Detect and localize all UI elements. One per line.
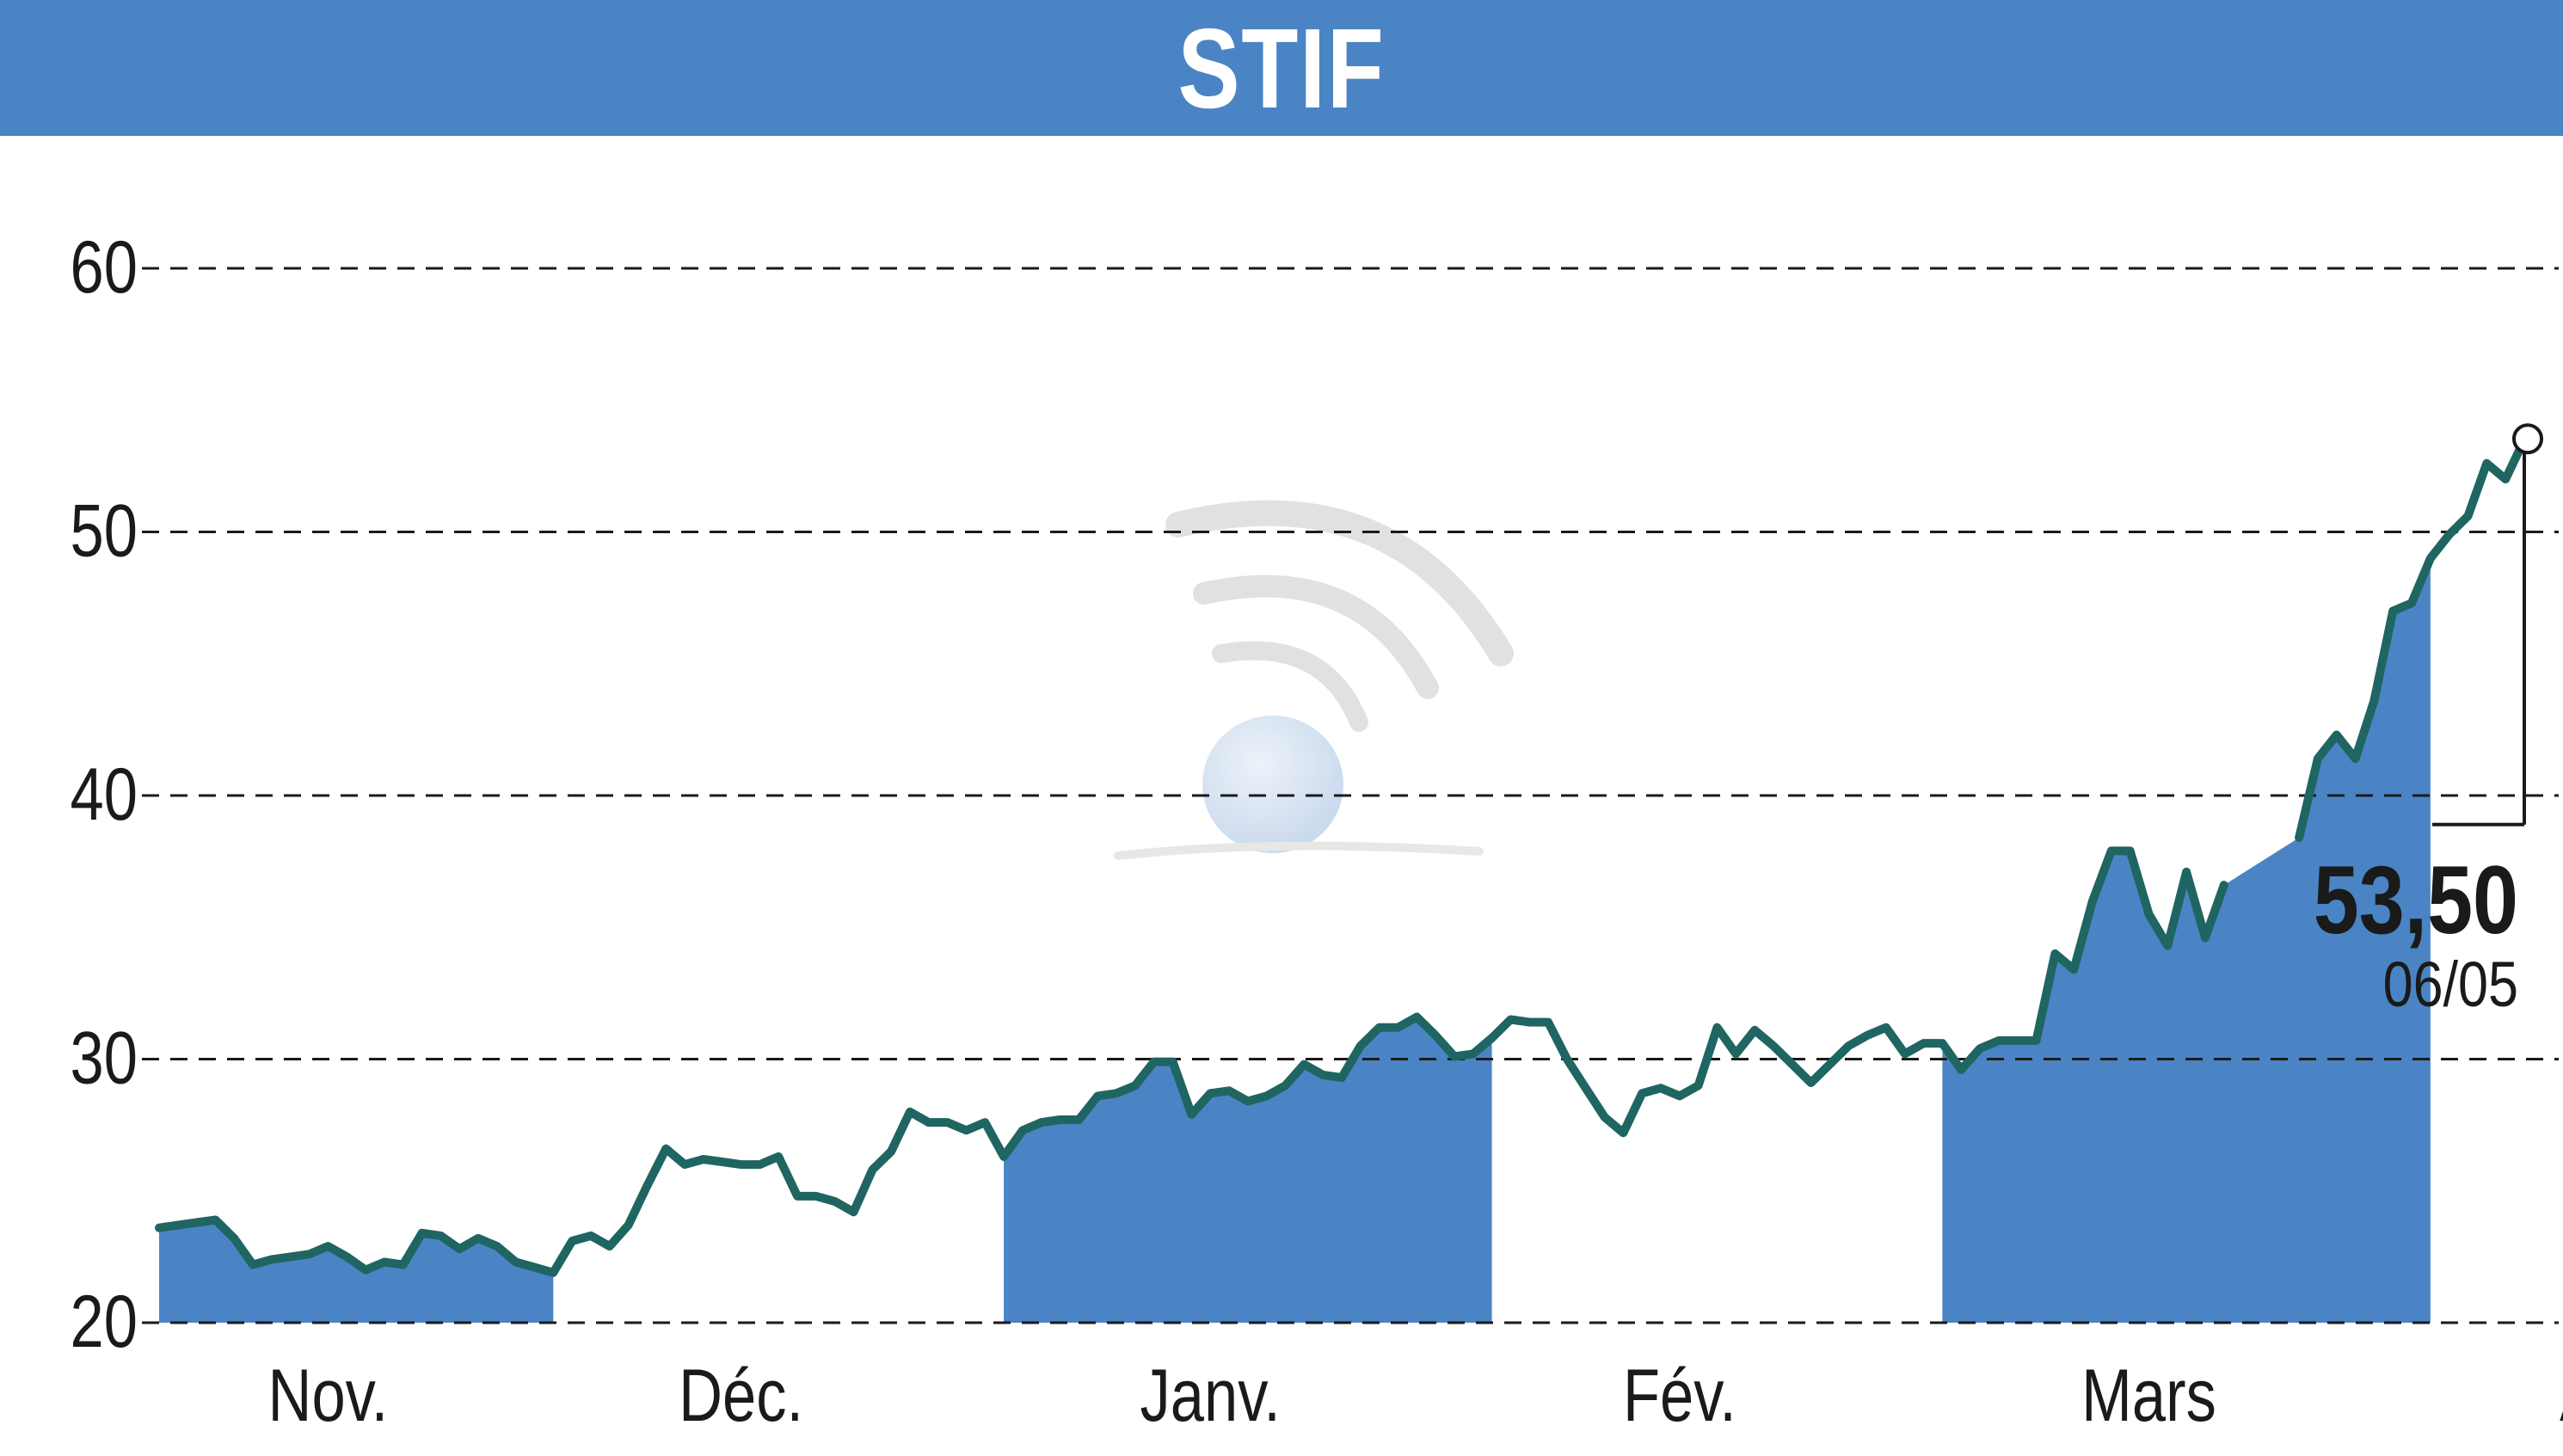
shaded-band-1 (1004, 1017, 1492, 1323)
ytick-label-30: 30 (71, 1017, 138, 1099)
month-label-2: Janv. (1140, 1354, 1281, 1436)
month-label-3: Fév. (1623, 1354, 1736, 1436)
ytick-label-40: 40 (71, 753, 138, 835)
x-axis-ticks: Nov.Déc.Janv.Fév.MarsAvrilM. (268, 1354, 2563, 1436)
price-line-segment-0 (155, 846, 2228, 1277)
month-label-1: Déc. (679, 1354, 803, 1436)
shaded-band-2 (1942, 558, 2431, 1323)
price-series (155, 435, 2529, 1277)
price-line-segment-1 (2295, 435, 2529, 842)
y-axis-ticks: 20 30 40 50 60 (71, 225, 138, 1362)
month-label-0: Nov. (268, 1354, 389, 1436)
last-point-markers (2432, 423, 2543, 1013)
ytick-label-60: 60 (71, 225, 138, 308)
last-value-label: 53,50 (2314, 847, 2518, 955)
ytick-label-20: 20 (71, 1280, 138, 1362)
label-gap-2 (2481, 953, 2541, 1013)
month-label-5: Avril (2560, 1354, 2563, 1436)
last-point-marker (2512, 423, 2543, 455)
month-label-4: Mars (2081, 1354, 2216, 1436)
last-date-label: 06/05 (2383, 949, 2518, 1020)
chart-title: STIF (1177, 4, 1386, 132)
watermark-logo (1114, 500, 1514, 860)
chart-header: STIF (0, 0, 2563, 136)
label-gap-1 (2481, 843, 2541, 944)
shaded-band-0 (159, 1219, 554, 1323)
ytick-label-50: 50 (71, 489, 138, 572)
